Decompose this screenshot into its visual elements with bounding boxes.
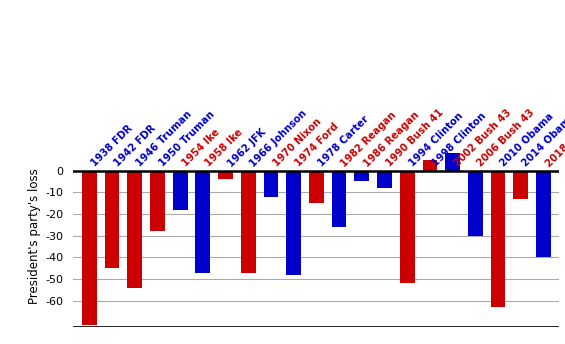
Bar: [127, 171, 142, 288]
Text: 1998 Clinton: 1998 Clinton: [430, 111, 488, 169]
Text: 1978 Carter: 1978 Carter: [316, 114, 371, 169]
Text: 1962 JFK: 1962 JFK: [225, 127, 268, 169]
Y-axis label: President's party's loss: President's party's loss: [28, 168, 41, 303]
Text: 1958 Ike: 1958 Ike: [203, 128, 244, 169]
Bar: [536, 171, 551, 257]
Text: 2018 Trump: 2018 Trump: [544, 114, 565, 169]
Text: 2014 Obama: 2014 Obama: [521, 111, 565, 169]
Bar: [514, 171, 528, 199]
Text: 2002 Bush 43: 2002 Bush 43: [453, 108, 514, 169]
Bar: [195, 171, 210, 272]
Text: 1990 Bush 41: 1990 Bush 41: [385, 108, 446, 169]
Bar: [105, 171, 119, 268]
Text: 1986 Reagan: 1986 Reagan: [362, 110, 421, 169]
Bar: [423, 160, 437, 171]
Bar: [377, 171, 392, 188]
Bar: [264, 171, 279, 196]
Bar: [286, 171, 301, 275]
Bar: [468, 171, 483, 236]
Text: 1994 Clinton: 1994 Clinton: [407, 111, 465, 169]
Bar: [309, 171, 324, 203]
Bar: [150, 171, 165, 231]
Text: 1966 Johnson: 1966 Johnson: [248, 108, 309, 169]
Bar: [332, 171, 346, 227]
Text: 2010 Obama: 2010 Obama: [498, 111, 555, 169]
Text: 1942 FDR: 1942 FDR: [112, 123, 158, 169]
Bar: [218, 171, 233, 179]
Bar: [490, 171, 506, 307]
Bar: [400, 171, 415, 283]
Text: 1970 Nixon: 1970 Nixon: [271, 117, 323, 169]
Bar: [82, 171, 97, 325]
Text: 1954 Ike: 1954 Ike: [180, 127, 221, 169]
Text: 1946 Truman: 1946 Truman: [135, 109, 194, 169]
Text: 2006 Bush 43: 2006 Bush 43: [475, 108, 536, 169]
Bar: [173, 171, 188, 209]
Bar: [354, 171, 369, 181]
Text: 1982 Reagan: 1982 Reagan: [339, 110, 398, 169]
Text: 1974 Ford: 1974 Ford: [294, 121, 341, 169]
Text: 1950 Truman: 1950 Truman: [158, 110, 217, 169]
Text: 1938 FDR: 1938 FDR: [89, 123, 134, 169]
Bar: [445, 153, 460, 171]
Bar: [241, 171, 255, 272]
